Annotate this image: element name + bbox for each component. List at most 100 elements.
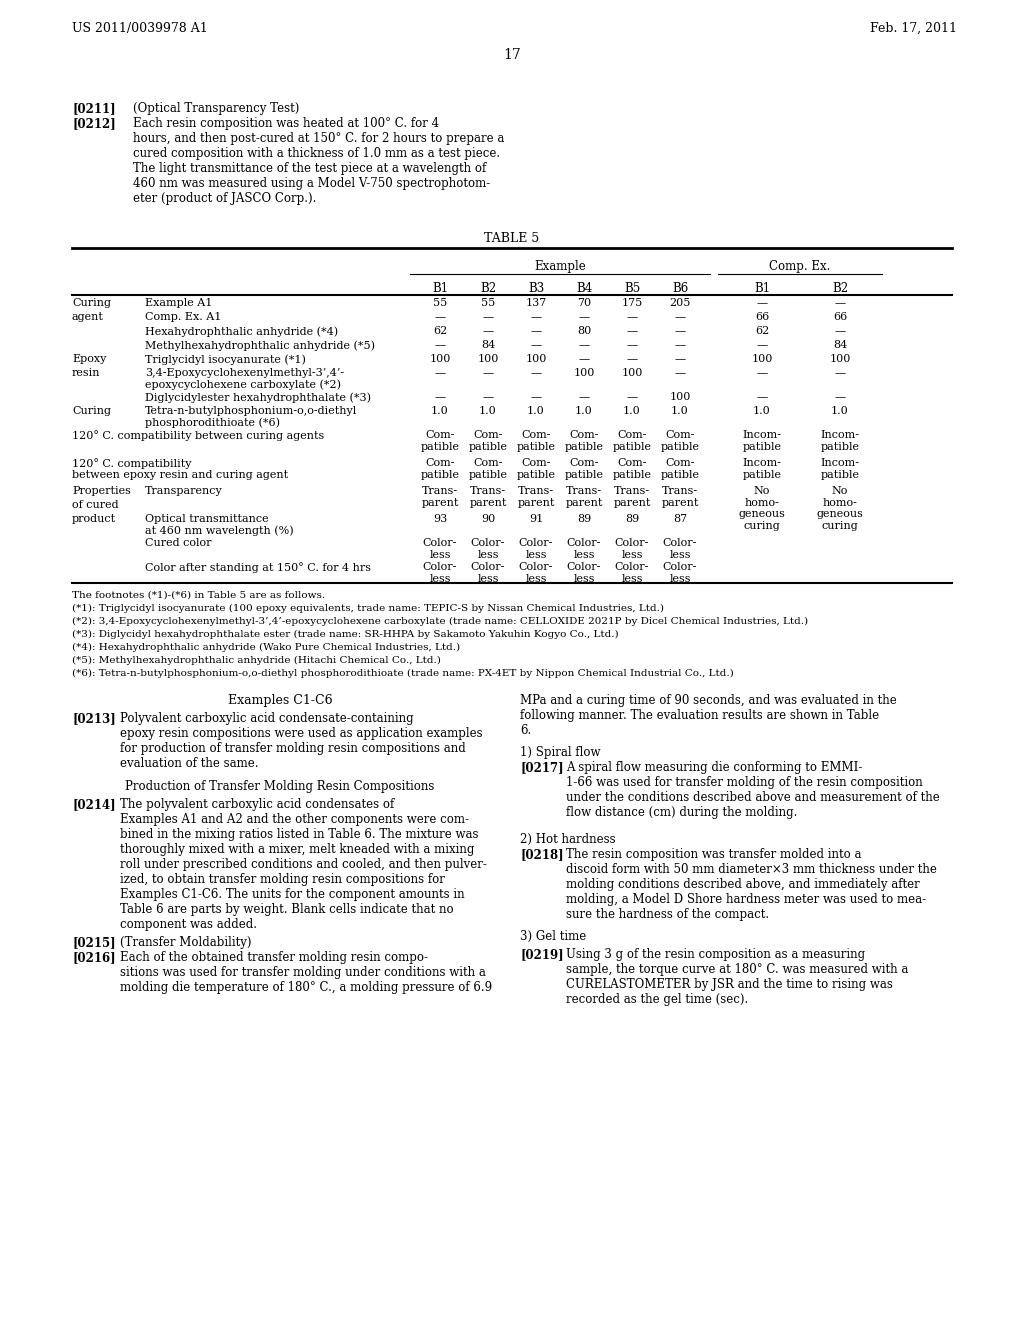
Text: —: — (434, 368, 445, 378)
Text: Trans-
parent: Trans- parent (517, 486, 555, 508)
Text: (*4): Hexahydrophthalic anhydride (Wako Pure Chemical Industries, Ltd.): (*4): Hexahydrophthalic anhydride (Wako … (72, 643, 460, 652)
Text: —: — (579, 354, 590, 364)
Text: Com-
patible: Com- patible (421, 430, 460, 451)
Text: —: — (482, 368, 494, 378)
Text: The footnotes (*1)-(*6) in Table 5 are as follows.: The footnotes (*1)-(*6) in Table 5 are a… (72, 591, 326, 601)
Text: —: — (835, 392, 846, 403)
Text: Color-
less: Color- less (614, 562, 649, 583)
Text: 89: 89 (577, 513, 591, 524)
Text: —: — (434, 341, 445, 350)
Text: Methylhexahydrophthalic anhydride (*5): Methylhexahydrophthalic anhydride (*5) (145, 341, 375, 351)
Text: The polyvalent carboxylic acid condensates of
Examples A1 and A2 and the other c: The polyvalent carboxylic acid condensat… (120, 799, 486, 931)
Text: 120° C. compatibility between curing agents: 120° C. compatibility between curing age… (72, 430, 325, 441)
Text: —: — (627, 326, 638, 337)
Text: —: — (757, 341, 768, 350)
Text: Com-
patible: Com- patible (469, 430, 508, 451)
Text: Polyvalent carboxylic acid condensate-containing
epoxy resin compositions were u: Polyvalent carboxylic acid condensate-co… (120, 711, 482, 770)
Text: Example: Example (535, 260, 586, 273)
Text: 84: 84 (833, 341, 847, 350)
Text: 89: 89 (625, 513, 639, 524)
Text: (Optical Transparency Test): (Optical Transparency Test) (133, 102, 299, 115)
Text: [0215]: [0215] (72, 936, 116, 949)
Text: —: — (482, 326, 494, 337)
Text: Transparency: Transparency (145, 486, 223, 496)
Text: —: — (675, 312, 685, 322)
Text: Color-
less: Color- less (567, 539, 601, 560)
Text: US 2011/0039978 A1: US 2011/0039978 A1 (72, 22, 208, 36)
Text: —: — (579, 312, 590, 322)
Text: —: — (627, 341, 638, 350)
Text: 1.0: 1.0 (527, 407, 545, 416)
Text: Color-
less: Color- less (423, 539, 457, 560)
Text: (*5): Methylhexahydrophthalic anhydride (Hitachi Chemical Co., Ltd.): (*5): Methylhexahydrophthalic anhydride … (72, 656, 441, 665)
Text: —: — (835, 298, 846, 308)
Text: —: — (530, 312, 542, 322)
Text: Trans-
parent: Trans- parent (662, 486, 698, 508)
Text: 100: 100 (429, 354, 451, 364)
Text: Each resin composition was heated at 100° C. for 4
hours, and then post-cured at: Each resin composition was heated at 100… (133, 117, 505, 205)
Text: Diglycidylester hexahydrophthalate (*3): Diglycidylester hexahydrophthalate (*3) (145, 392, 371, 403)
Text: —: — (835, 326, 846, 337)
Text: 1.0: 1.0 (624, 407, 641, 416)
Text: —: — (757, 298, 768, 308)
Text: —: — (530, 341, 542, 350)
Text: 17: 17 (503, 48, 521, 62)
Text: Color after standing at 150° C. for 4 hrs: Color after standing at 150° C. for 4 hr… (145, 562, 371, 573)
Text: of cured: of cured (72, 500, 119, 510)
Text: —: — (434, 392, 445, 403)
Text: (Transfer Moldability): (Transfer Moldability) (120, 936, 252, 949)
Text: Color-
less: Color- less (567, 562, 601, 583)
Text: —: — (757, 392, 768, 403)
Text: MPa and a curing time of 90 seconds, and was evaluated in the
following manner. : MPa and a curing time of 90 seconds, and… (520, 694, 897, 737)
Text: Optical transmittance
at 460 nm wavelength (%): Optical transmittance at 460 nm waveleng… (145, 513, 294, 536)
Text: Example A1: Example A1 (145, 298, 212, 308)
Text: —: — (675, 326, 685, 337)
Text: Hexahydrophthalic anhydride (*4): Hexahydrophthalic anhydride (*4) (145, 326, 338, 337)
Text: [0214]: [0214] (72, 799, 116, 810)
Text: 100: 100 (829, 354, 851, 364)
Text: B1: B1 (754, 282, 770, 294)
Text: product: product (72, 513, 116, 524)
Text: Curing: Curing (72, 407, 111, 416)
Text: No
homo-
geneous
curing: No homo- geneous curing (816, 486, 863, 531)
Text: Tetra-n-butylphosphonium-o,o-diethyl
phosphorodithioate (*6): Tetra-n-butylphosphonium-o,o-diethyl pho… (145, 407, 357, 428)
Text: A spiral flow measuring die conforming to EMMI-
1-66 was used for transfer moldi: A spiral flow measuring die conforming t… (566, 762, 940, 818)
Text: 90: 90 (481, 513, 496, 524)
Text: [0218]: [0218] (520, 847, 563, 861)
Text: 1.0: 1.0 (753, 407, 771, 416)
Text: Color-
less: Color- less (471, 539, 505, 560)
Text: Incom-
patible: Incom- patible (820, 430, 859, 451)
Text: Using 3 g of the resin composition as a measuring
sample, the torque curve at 18: Using 3 g of the resin composition as a … (566, 948, 908, 1006)
Text: [0216]: [0216] (72, 950, 116, 964)
Text: Com-
patible: Com- patible (612, 430, 651, 451)
Text: Color-
less: Color- less (519, 539, 553, 560)
Text: —: — (530, 392, 542, 403)
Text: 62: 62 (755, 326, 769, 337)
Text: Com-
patible: Com- patible (516, 458, 555, 479)
Text: B1: B1 (432, 282, 449, 294)
Text: —: — (579, 341, 590, 350)
Text: B2: B2 (831, 282, 848, 294)
Text: (*2): 3,4-Epoxycyclohexenylmethyl-3’,4’-epoxycyclohexene carboxylate (trade name: (*2): 3,4-Epoxycyclohexenylmethyl-3’,4’-… (72, 616, 808, 626)
Text: 91: 91 (528, 513, 543, 524)
Text: 66: 66 (755, 312, 769, 322)
Text: Color-
less: Color- less (471, 562, 505, 583)
Text: (*6): Tetra-n-butylphosphonium-o,o-diethyl phosphorodithioate (trade name: PX-4E: (*6): Tetra-n-butylphosphonium-o,o-dieth… (72, 669, 734, 678)
Text: —: — (627, 354, 638, 364)
Text: 1.0: 1.0 (831, 407, 849, 416)
Text: Com-
patible: Com- patible (564, 458, 603, 479)
Text: Trans-
parent: Trans- parent (565, 486, 603, 508)
Text: [0213]: [0213] (72, 711, 116, 725)
Text: The resin composition was transfer molded into a
discoid form with 50 mm diamete: The resin composition was transfer molde… (566, 847, 937, 921)
Text: —: — (434, 312, 445, 322)
Text: Feb. 17, 2011: Feb. 17, 2011 (870, 22, 957, 36)
Text: 1) Spiral flow: 1) Spiral flow (520, 746, 600, 759)
Text: (*1): Triglycidyl isocyanurate (100 epoxy equivalents, trade name: TEPIC-S by Ni: (*1): Triglycidyl isocyanurate (100 epox… (72, 605, 664, 612)
Text: 100: 100 (477, 354, 499, 364)
Text: Incom-
patible: Incom- patible (742, 458, 781, 479)
Text: —: — (482, 312, 494, 322)
Text: B2: B2 (480, 282, 496, 294)
Text: Comp. Ex.: Comp. Ex. (769, 260, 830, 273)
Text: 55: 55 (433, 298, 447, 308)
Text: [0217]: [0217] (520, 762, 563, 774)
